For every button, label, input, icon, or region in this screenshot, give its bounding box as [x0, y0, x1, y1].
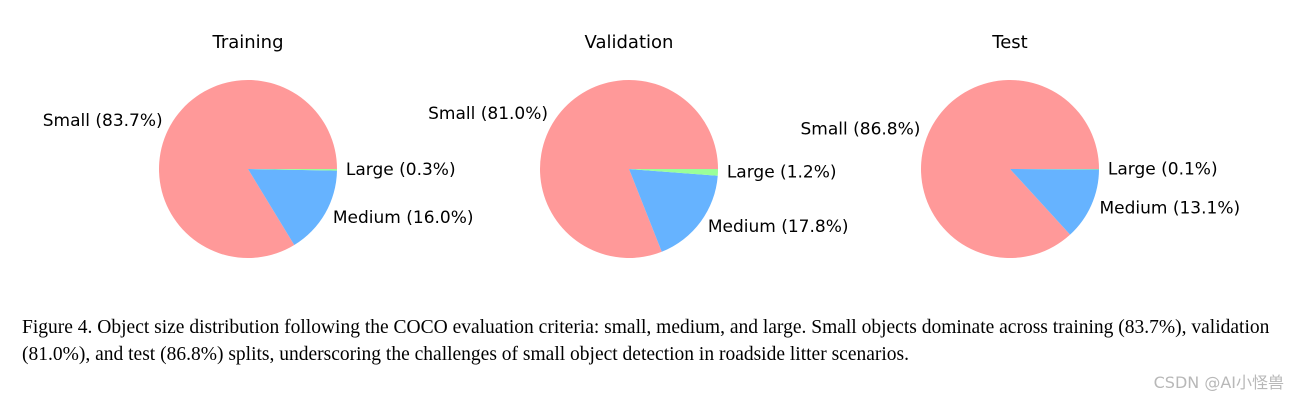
pie-charts: Training Small (83.7%) Medium (16.0%) Large… [43, 32, 1240, 259]
pie-slice-large [1010, 169, 1099, 170]
pie-slice-medium [629, 169, 718, 252]
pie-title: Validation [585, 32, 674, 53]
pie-test: Test Small (86.8%) Medium (13.1%) Large (0.… [801, 32, 1240, 259]
slice-label-medium: Medium (17.8%) [708, 217, 849, 237]
slice-label-medium: Medium (16.0%) [333, 208, 474, 228]
pie-title: Test [991, 32, 1027, 53]
pie-slice-small [159, 79, 337, 258]
pie-slice-large [629, 169, 718, 176]
slice-label-medium: Medium (13.1%) [1099, 199, 1240, 219]
figure-caption: Figure 4. Object size distribution follo… [22, 317, 1270, 365]
slice-label-large: Large (1.2%) [727, 163, 837, 183]
pie-slice-large [248, 169, 337, 171]
slice-label-small: Small (81.0%) [428, 104, 548, 124]
watermark: CSDN @AI小怪兽 [1153, 373, 1284, 392]
pie-training: Training Small (83.7%) Medium (16.0%) Large… [43, 32, 474, 258]
pie-title: Training [211, 32, 283, 53]
pie-slice-medium [1010, 169, 1099, 235]
pie-validation: Validation Small (81.0%) Medium (17.8%) Lar… [428, 32, 848, 258]
pie-slice-medium [248, 169, 337, 246]
slice-label-large: Large (0.1%) [1108, 159, 1218, 179]
slice-label-large: Large (0.3%) [346, 160, 456, 180]
slice-label-small: Small (83.7%) [43, 111, 163, 131]
slice-label-small: Small (86.8%) [801, 120, 921, 140]
pie-slice-small [920, 80, 1099, 259]
